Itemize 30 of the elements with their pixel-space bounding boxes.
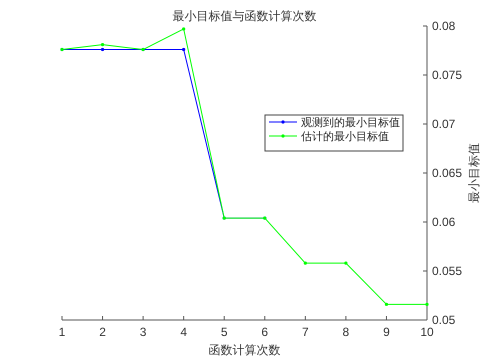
point (384, 302, 388, 306)
point (344, 262, 348, 265)
x-tick-label: 5 (220, 325, 228, 339)
point (304, 262, 307, 265)
point (100, 43, 104, 46)
x-tick-label: 2 (99, 325, 106, 339)
y2-axis-title: 最小目标值 (467, 143, 480, 203)
point (182, 27, 186, 31)
x-tick-label: 7 (302, 325, 309, 339)
y2-tick-label: 0.075 (432, 68, 462, 82)
y2-tick-label: 0.08 (432, 19, 456, 33)
y2-tick-label: 0.06 (432, 215, 456, 229)
point (182, 48, 186, 52)
x-tick-label: 10 (420, 325, 434, 339)
x-tick-label: 4 (180, 325, 188, 339)
point (425, 302, 429, 306)
point (100, 48, 104, 52)
x-tick-label: 9 (383, 325, 390, 339)
legend-label: 观测到的最小目标值 (301, 116, 400, 129)
chart-title: 最小目标值与函数计算次数 (172, 9, 316, 23)
x-tick-label: 1 (58, 325, 66, 339)
y2-tick-label: 0.05 (432, 313, 456, 327)
legend-label: 估计的最小目标值 (301, 130, 389, 143)
y2-tick-label: 0.065 (432, 166, 462, 180)
y2-tick-label: 0.07 (432, 117, 456, 131)
x-tick-label: 3 (140, 325, 147, 339)
x-axis-title: 函数计算次数 (208, 343, 280, 357)
y2-tick-label: 0.055 (432, 264, 462, 278)
x-tick-label: 6 (261, 325, 268, 339)
x-tick-label: 8 (342, 325, 350, 339)
